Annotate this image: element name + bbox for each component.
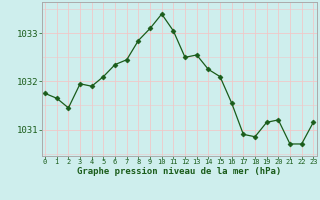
X-axis label: Graphe pression niveau de la mer (hPa): Graphe pression niveau de la mer (hPa) <box>77 167 281 176</box>
